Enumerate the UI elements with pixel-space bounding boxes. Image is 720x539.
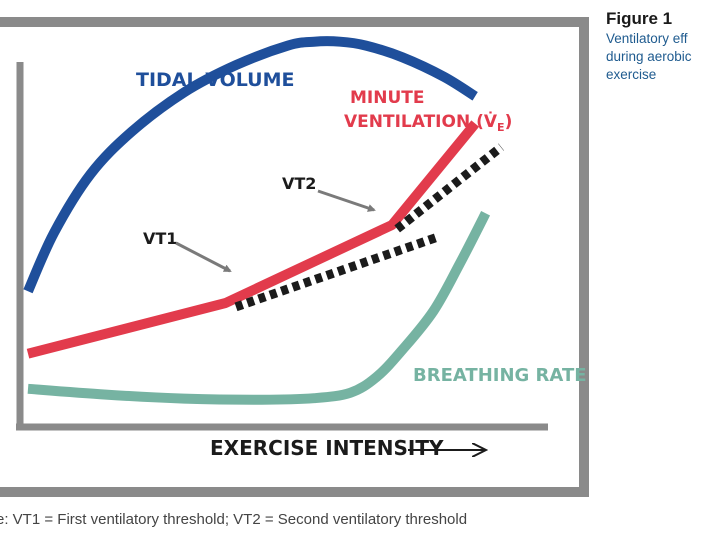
figure-caption-line-3: exercise xyxy=(606,67,657,82)
figure-label: Figure 1 xyxy=(606,9,673,28)
minute-ventilation-line xyxy=(26,120,480,359)
figure-heading: Figure 1 Ventilatory eff during aerobic … xyxy=(606,8,720,84)
tidal-volume-line xyxy=(23,36,478,294)
x-axis-label: EXERCISE INTENSITY xyxy=(210,436,444,460)
footnote: e: VT1 = First ventilatory threshold; VT… xyxy=(0,511,468,528)
chart-frame xyxy=(0,17,589,497)
series-label-tidal-volume: TIDAL VOLUME xyxy=(136,69,295,91)
annotation-vt2-label: VT2 xyxy=(282,174,316,193)
annotation-vt2-arrow xyxy=(317,189,376,212)
series-label-minute-ventilation-line2: VENTILATION (V̇E) xyxy=(344,111,512,134)
breathing-rate-line xyxy=(27,211,491,405)
annotation-vt1-arrow xyxy=(175,241,232,273)
series-layer xyxy=(23,36,491,405)
series-label-minute-ventilation-line1: MINUTE xyxy=(350,88,424,108)
threshold-extension-layer xyxy=(234,143,504,312)
annotation-vt1-label: VT1 xyxy=(143,229,177,248)
figure-caption-line-1: Ventilatory eff xyxy=(606,31,688,46)
threshold-extension-2 xyxy=(394,143,504,233)
figure-caption-line-2: during aerobic xyxy=(606,49,692,64)
series-label-breathing-rate: BREATHING RATE xyxy=(413,365,587,386)
